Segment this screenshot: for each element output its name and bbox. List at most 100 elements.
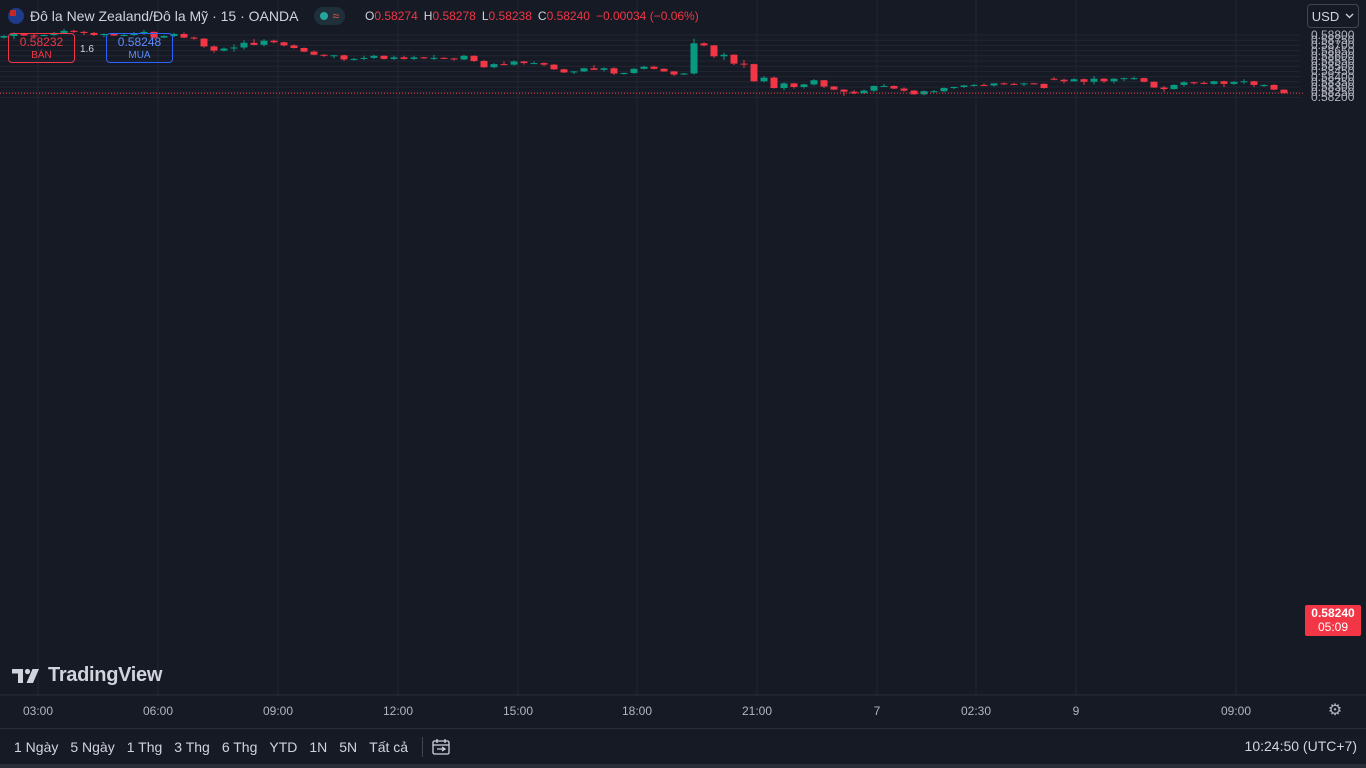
candle-body [300, 48, 308, 52]
timeframe-1d[interactable]: 1 Ngày [14, 739, 59, 755]
nz-flag-icon [8, 8, 24, 24]
price-tick-label: 0.58650 [1311, 43, 1355, 58]
candle-body [1150, 81, 1158, 88]
candle-body [450, 58, 458, 60]
timeframe-1y[interactable]: 1N [309, 739, 328, 755]
candle-body [330, 55, 338, 57]
timeframe-5y[interactable]: 5N [339, 739, 358, 755]
candle-body [580, 68, 588, 72]
gear-icon[interactable]: ⚙ [1327, 702, 1343, 719]
candle-body [840, 89, 848, 92]
ohlc-high-key: H [423, 9, 433, 23]
candle-body [830, 86, 838, 90]
candle-body [1180, 82, 1188, 85]
candle-body [510, 61, 518, 65]
candle-body [980, 84, 988, 86]
tradingview-logo[interactable]: TradingView [12, 664, 162, 687]
candle-body [240, 42, 248, 48]
timeframe-all[interactable]: Tất cả [369, 739, 409, 755]
price-tick-label: 0.58800 [1311, 28, 1355, 42]
candle-body [1250, 81, 1258, 85]
candle-body [920, 91, 928, 95]
candle-body [790, 83, 798, 87]
price-tick-label: 0.58750 [1311, 33, 1355, 48]
candle-body [460, 55, 468, 60]
candle-body [100, 33, 108, 35]
candle-body [180, 33, 188, 38]
utc-clock[interactable]: 10:24:50 (UTC+7) [1244, 738, 1357, 754]
candle-body [710, 45, 718, 57]
candle-body [470, 55, 478, 61]
candle-body [530, 63, 538, 65]
buy-button[interactable]: 0.58248 MUA [106, 33, 173, 63]
candle-body [250, 42, 258, 45]
candle-body [1100, 78, 1108, 82]
candle-body [690, 43, 698, 74]
market-status-pill[interactable]: ≈ [314, 7, 346, 25]
time-tick-label: 9 [1072, 704, 1080, 718]
candle-body [940, 88, 948, 92]
symbol-header: Đô la New Zealand/Đô la Mỹ · 15 · OANDA … [8, 6, 699, 26]
candle-body [10, 33, 18, 37]
bar-countdown: 05:09 [1317, 620, 1349, 634]
time-tick-label: 09:00 [1220, 704, 1252, 718]
timeframe-5d[interactable]: 5 Ngày [70, 739, 115, 755]
candle-body [660, 68, 668, 72]
candle-body [960, 85, 968, 87]
symbol-title[interactable]: Đô la New Zealand/Đô la Mỹ · 15 · OANDA [30, 8, 299, 24]
candle-body [1040, 83, 1048, 89]
candle-body [560, 69, 568, 73]
candle-body [260, 40, 268, 45]
candle-body [1280, 89, 1288, 94]
candle-body [670, 71, 678, 75]
ohlc-values: O0.58274 H0.58278 L0.58238 C0.58240 −0.0… [365, 9, 699, 23]
candlestick-chart[interactable] [0, 0, 1366, 728]
candle-body [900, 88, 908, 91]
candle-body [190, 37, 198, 39]
price-tick-label: 0.58400 [1311, 69, 1355, 84]
candle-body [1170, 84, 1178, 90]
sell-button[interactable]: 0.58232 BÁN [8, 33, 75, 63]
timeframe-ytd[interactable]: YTD [269, 739, 298, 755]
candle-body [1270, 84, 1278, 90]
candle-body [40, 35, 48, 37]
calendar-range-icon[interactable] [431, 738, 451, 756]
price-tick-label: 0.58200 [1311, 90, 1355, 105]
candle-body [720, 54, 728, 57]
candle-body [1230, 81, 1238, 84]
tradingview-logo-icon [12, 668, 39, 683]
candle-body [750, 64, 758, 82]
candle-body [610, 68, 618, 74]
candle-body [0, 36, 8, 38]
candle-body [680, 73, 688, 75]
candle-body [950, 87, 958, 89]
candle-body [910, 90, 918, 95]
currency-dropdown[interactable]: USD [1307, 4, 1359, 28]
candle-body [1090, 78, 1098, 82]
candle-body [740, 63, 748, 65]
candle-body [310, 51, 318, 55]
candle-body [90, 32, 98, 35]
candle-body [1260, 84, 1268, 86]
candle-body [170, 33, 178, 37]
bottom-edge [0, 764, 1366, 768]
time-tick-label: 06:00 [142, 704, 174, 718]
timeframe-1m[interactable]: 1 Thg [126, 739, 163, 755]
buy-label: MUA [128, 50, 151, 61]
candle-body [890, 85, 898, 89]
candle-body [480, 61, 488, 68]
candle-body [220, 48, 228, 51]
candle-body [1020, 83, 1028, 85]
time-tick-label: 02:30 [960, 704, 992, 718]
candle-body [1210, 81, 1218, 84]
timeframe-6m[interactable]: 6 Thg [221, 739, 258, 755]
candle-body [120, 35, 128, 36]
time-tick-label: 12:00 [382, 704, 414, 718]
timeframe-3m[interactable]: 3 Thg [174, 739, 210, 755]
price-tick-label: 0.58600 [1311, 48, 1355, 63]
wave-icon: ≈ [332, 9, 340, 23]
candle-body [770, 77, 778, 89]
candle-body [410, 57, 418, 59]
chevron-down-icon [1345, 13, 1354, 19]
logo-text: TradingView [48, 664, 163, 686]
